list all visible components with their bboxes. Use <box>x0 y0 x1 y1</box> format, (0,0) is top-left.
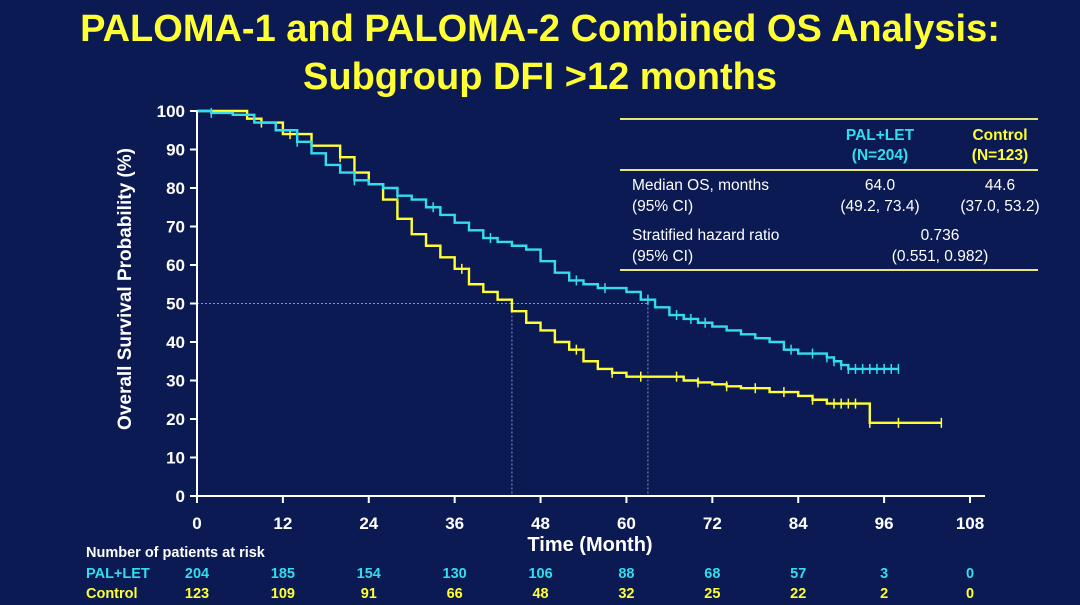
x-axis-label: Time (Month) <box>527 534 652 556</box>
x-tick-label: 72 <box>703 514 722 533</box>
col-header-control: Control <box>972 127 1028 144</box>
km-curve-pal-let <box>197 109 899 371</box>
series-pal-let <box>197 107 900 374</box>
y-tick-label: 60 <box>166 256 185 275</box>
risk-value: 3 <box>880 566 889 582</box>
hr-ci: (0.551, 0.982) <box>891 248 989 265</box>
x-tick-label: 60 <box>617 514 636 533</box>
risk-value: 130 <box>442 566 467 582</box>
risk-value: 57 <box>790 566 807 582</box>
title-line-1: PALOMA-1 and PALOMA-2 Combined OS Analys… <box>80 8 1000 50</box>
y-tick-label: 40 <box>166 333 185 352</box>
x-ticks: 0 12 24 36 48 60 72 84 96 108 <box>192 496 984 533</box>
row-hr-label: Stratified hazard ratio <box>632 227 780 244</box>
x-tick-label: 12 <box>273 514 292 533</box>
risk-value: 68 <box>704 566 721 582</box>
table-rule-bottom <box>620 269 1038 271</box>
risk-value: 0 <box>965 586 975 602</box>
y-tick-label: 20 <box>166 410 185 429</box>
y-tick-label: 70 <box>166 218 185 237</box>
risk-value: 2 <box>880 586 889 602</box>
survival-curves <box>197 107 943 428</box>
y-ticks: 0 10 20 30 40 50 60 70 80 90 100 <box>157 102 197 506</box>
row-hr-sub: (95% CI) <box>632 248 694 265</box>
median-reference-lines <box>197 303 649 496</box>
risk-value: 91 <box>360 586 377 602</box>
y-tick-label: 50 <box>166 295 185 314</box>
risk-value: 123 <box>184 586 210 602</box>
y-tick-label: 100 <box>157 102 185 121</box>
x-tick-label: 96 <box>875 514 894 533</box>
x-tick-label: 0 <box>192 514 201 533</box>
y-tick-label: 90 <box>166 141 185 160</box>
median-pal: 64.0 <box>864 177 896 194</box>
col-n-control: (N=123) <box>971 147 1029 164</box>
y-tick-label: 0 <box>176 487 185 506</box>
title-line-2: Subgroup DFI >12 months <box>303 56 777 98</box>
col-n-pal: (N=204) <box>851 147 909 164</box>
risk-value: 32 <box>618 586 635 602</box>
km-curve-control <box>197 109 942 425</box>
median-control-ci: (37.0, 53.2) <box>960 198 1040 215</box>
risk-table-title: Number of patients at risk <box>86 545 265 561</box>
x-tick-label: 24 <box>359 514 378 533</box>
risk-value: 22 <box>790 586 807 602</box>
x-tick-label: 36 <box>445 514 464 533</box>
y-tick-label: 10 <box>166 449 185 468</box>
risk-value: 109 <box>270 586 295 602</box>
risk-value: 25 <box>704 586 721 602</box>
col-header-pal: PAL+LET <box>845 127 915 144</box>
table-rule-top <box>620 118 1038 120</box>
risk-value: 204 <box>184 566 210 582</box>
x-tick-label: 108 <box>956 514 984 533</box>
risk-value: 106 <box>528 566 553 582</box>
table-rule-mid <box>620 169 1038 171</box>
series-control <box>197 109 943 428</box>
risk-value: 66 <box>446 586 463 602</box>
x-tick-label: 48 <box>531 514 550 533</box>
risk-row-label-pal: PAL+LET <box>86 566 150 582</box>
risk-value: 88 <box>618 566 635 582</box>
hr-value: 0.736 <box>920 227 960 244</box>
median-control: 44.6 <box>984 177 1016 194</box>
risk-value: 0 <box>965 566 975 582</box>
row-median-label: Median OS, months <box>632 177 769 194</box>
y-tick-label: 30 <box>166 372 185 391</box>
row-median-sub: (95% CI) <box>632 198 694 215</box>
y-tick-label: 80 <box>166 179 185 198</box>
risk-value: 154 <box>356 566 381 582</box>
risk-value: 185 <box>270 566 295 582</box>
median-pal-ci: (49.2, 73.4) <box>840 198 920 215</box>
y-axis-label: Overall Survival Probability (%) <box>115 148 136 430</box>
risk-value: 48 <box>532 586 549 602</box>
risk-row-label-control: Control <box>86 586 138 602</box>
x-tick-label: 84 <box>789 514 808 533</box>
